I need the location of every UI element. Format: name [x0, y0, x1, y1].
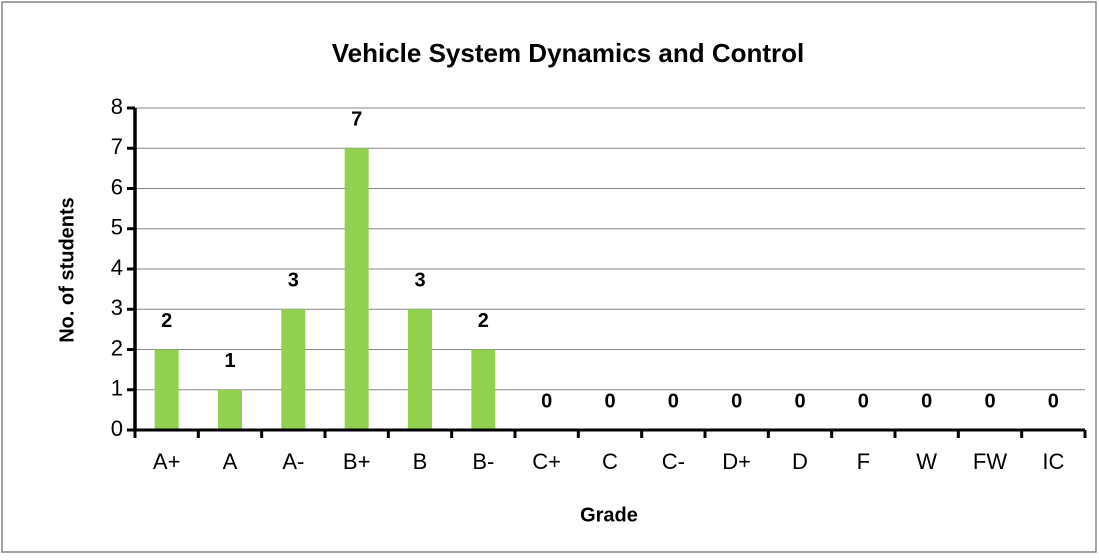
x-tick-label: W — [916, 449, 937, 474]
x-tick-label: F — [857, 449, 870, 474]
x-tick-label: A- — [282, 449, 304, 474]
y-axis-label: No. of students — [56, 197, 78, 343]
y-tick-label: 4 — [111, 255, 123, 280]
data-label: 0 — [541, 390, 552, 412]
x-tick-label: IC — [1042, 449, 1064, 474]
bar — [218, 389, 242, 430]
y-tick-label: 2 — [111, 335, 123, 360]
bar — [344, 148, 369, 430]
data-label: 7 — [351, 109, 362, 131]
x-tick-label: C — [602, 449, 618, 474]
data-label: 0 — [921, 390, 932, 412]
y-tick-label: 8 — [111, 94, 123, 119]
x-axis-label: Grade — [580, 504, 638, 526]
x-tick-label: B — [413, 449, 428, 474]
x-tick-label: C- — [662, 449, 685, 474]
x-tick-label: C+ — [532, 449, 561, 474]
y-tick-label: 0 — [111, 416, 123, 441]
y-tick-label: 5 — [111, 215, 123, 240]
y-tick-label: 3 — [111, 295, 123, 320]
data-label: 0 — [668, 390, 679, 412]
data-label: 3 — [414, 270, 425, 292]
data-label: 2 — [478, 310, 489, 332]
data-label: 0 — [731, 390, 742, 412]
data-label: 0 — [604, 390, 615, 412]
data-label: 0 — [858, 390, 869, 412]
bar — [154, 349, 179, 430]
data-label: 3 — [288, 270, 299, 292]
data-label: 0 — [794, 390, 805, 412]
data-label: 0 — [1048, 390, 1059, 412]
y-tick-label: 7 — [111, 134, 123, 159]
data-label: 0 — [984, 390, 995, 412]
data-label: 2 — [161, 310, 172, 332]
y-tick-label: 1 — [111, 376, 123, 401]
bar — [408, 309, 432, 430]
x-tick-label: D+ — [722, 449, 751, 474]
y-tick-label: 6 — [111, 174, 123, 199]
data-label: 1 — [224, 350, 235, 372]
chart-title: Vehicle System Dynamics and Control — [332, 38, 805, 68]
x-tick-label: A — [223, 449, 238, 474]
bar — [281, 309, 306, 430]
x-tick-label: A+ — [153, 449, 181, 474]
x-tick-label: D — [792, 449, 808, 474]
bar — [471, 349, 496, 430]
x-tick-label: B+ — [343, 449, 371, 474]
x-tick-label: B- — [472, 449, 494, 474]
x-tick-label: FW — [973, 449, 1007, 474]
